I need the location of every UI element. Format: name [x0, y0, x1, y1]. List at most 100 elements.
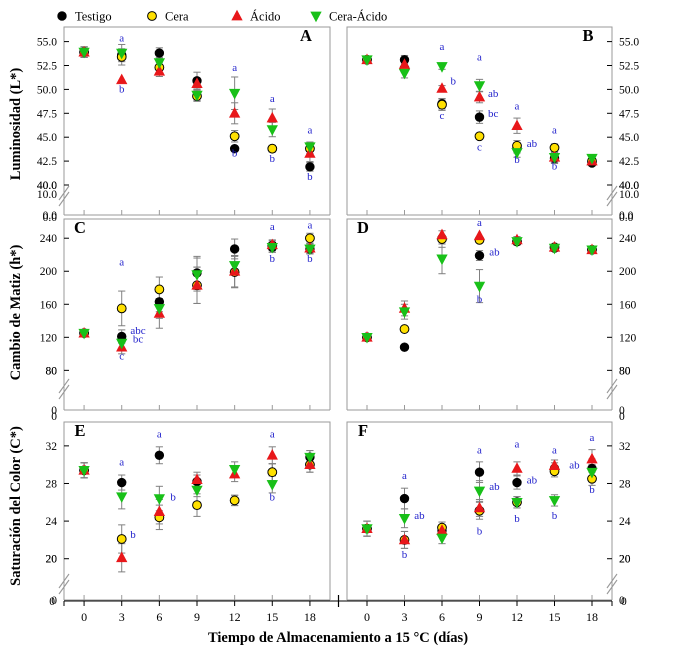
legend-label: Ácido [250, 10, 281, 24]
panel-letter: B [582, 26, 593, 45]
data-point-cera--cido [266, 125, 278, 136]
data-point-cera [474, 131, 485, 142]
y-tick-label: 45.0 [37, 132, 57, 144]
panel-frame [346, 421, 613, 600]
y-tick-label: 24 [46, 516, 58, 528]
filled-circle-icon [57, 11, 67, 21]
y-tick-label: 200 [619, 266, 637, 278]
x-tick-label: 15 [266, 610, 278, 624]
axis-break [58, 573, 70, 595]
significance-letter: b [402, 549, 408, 561]
significance-letter: ab [527, 138, 538, 150]
significance-letter: b [514, 154, 520, 166]
data-point--cido [436, 228, 448, 240]
significance-letter: b [552, 510, 558, 522]
axis-break [606, 185, 618, 207]
significance-letter: b [270, 153, 276, 165]
data-point--cido [228, 107, 241, 118]
significance-letter: a [232, 62, 237, 74]
y-axis-label: Cambio de Matiz (h*) [8, 244, 24, 380]
data-point-cera--cido [361, 332, 373, 344]
filled-triangle-down-icon [310, 11, 322, 23]
significance-letter: a [402, 470, 407, 482]
data-point-cera [399, 324, 410, 334]
significance-letter: a [477, 444, 482, 456]
data-point--cido [548, 459, 561, 470]
y-tick-label: 0 [619, 595, 625, 607]
data-point--cido [153, 65, 166, 76]
data-point--cido [116, 551, 128, 563]
legend-item: Cera [147, 10, 189, 24]
data-point--cido [436, 82, 448, 93]
data-point--cido [398, 58, 411, 69]
data-point-cera--cido [548, 496, 561, 507]
significance-letter: abc [130, 325, 145, 337]
data-point-cera--cido [304, 452, 316, 464]
y-tick-label: 10.0 [619, 189, 639, 201]
data-markers [78, 449, 316, 563]
data-point-cera--cido [586, 245, 598, 257]
y-tick-label: 40.0 [619, 180, 639, 192]
axis-break [606, 573, 618, 595]
x-tick-label: 3 [119, 610, 125, 624]
significance-letter: b [307, 253, 313, 265]
y-tick-label: 55.0 [37, 37, 57, 49]
y-tick-label: 0.0 [619, 210, 634, 222]
data-point--cido [511, 119, 523, 131]
significance-letter: a [270, 221, 275, 233]
x-tick-label: 18 [304, 610, 316, 624]
significance-letter: ab [488, 88, 499, 100]
y-tick-label: 20 [619, 554, 631, 566]
significance-letter: a [515, 439, 520, 451]
data-point-cera [437, 99, 447, 110]
significance-letter: a [515, 100, 520, 112]
x-tick-label: 9 [194, 610, 200, 624]
x-tick-label: 12 [229, 610, 241, 624]
legend-item: Cera-Ácido [310, 10, 387, 24]
data-point-cera--cido [266, 242, 278, 254]
x-tick-label: 6 [439, 610, 445, 624]
data-point-cera--cido [361, 55, 373, 67]
axis-break [58, 378, 70, 400]
data-point-testigo [512, 477, 522, 488]
data-point-cera--cido [116, 492, 128, 503]
data-point-cera [192, 500, 202, 511]
significance-letter: a [552, 124, 557, 136]
x-tick-label: 3 [402, 610, 408, 624]
panel-A: Aa b a b a b a b [58, 26, 331, 216]
error-bars [80, 232, 314, 355]
data-point-cera--cido [266, 480, 278, 491]
x-tick-label: 6 [156, 610, 162, 624]
data-point-testigo [474, 467, 485, 477]
y-tick-label: 32 [46, 441, 58, 453]
significance-letter: a [552, 444, 557, 456]
legend-item: Ácido [231, 10, 281, 24]
data-point-cera [154, 284, 165, 295]
significance-letter: bc [488, 108, 499, 120]
y-axis-labels: Luminosidad (L*) Cambio de Matiz (h*) Satu… [8, 68, 24, 586]
data-markers [361, 452, 598, 545]
significance-letter: ab [569, 459, 580, 471]
y-tick-label: 0 [621, 596, 627, 608]
y-tick-label: 0 [51, 405, 57, 417]
legend-label: Cera-Ácido [329, 10, 387, 24]
data-point-cera--cido [228, 261, 241, 272]
y-tick-label: 200 [40, 266, 58, 278]
data-point-cera--cido [511, 497, 523, 509]
data-point-cera--cido [153, 58, 166, 69]
data-point-testigo [305, 162, 315, 172]
axis-break [606, 378, 618, 400]
data-point-cera--cido [191, 485, 203, 497]
y-tick-label: 0 [51, 411, 57, 423]
y-tick-label: 120 [40, 332, 58, 344]
y-tick-label: 20 [46, 554, 58, 566]
panel-frame [63, 26, 331, 215]
data-point-cera--cido [436, 533, 448, 545]
data-point-cera--cido [116, 48, 128, 60]
y-tick-label: 240 [40, 233, 58, 245]
